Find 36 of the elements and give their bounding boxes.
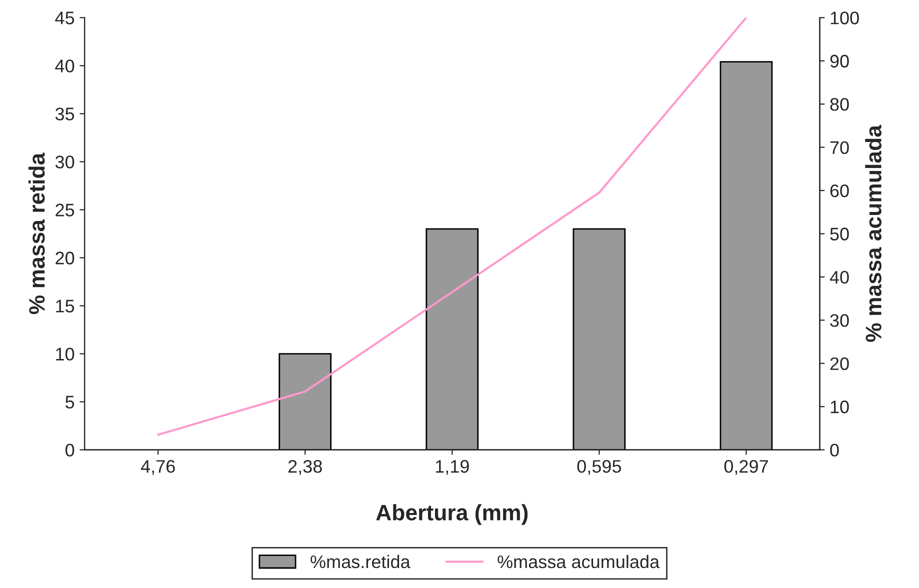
y2-tick-label: 100 (830, 12, 859, 24)
y2-tick-label: 40 (830, 270, 849, 284)
y-tick-label: 5 (66, 396, 74, 409)
x-tick-label: 1,19 (436, 460, 469, 475)
bar (572, 228, 626, 450)
y2-tick-label: 50 (830, 228, 849, 240)
x-tick-label: 0,297 (724, 460, 768, 475)
x-tick-label: 4,76 (140, 460, 175, 475)
y-axis-title: % massa retida (28, 152, 45, 314)
bar (426, 228, 479, 450)
y2-tick-label: 60 (830, 184, 849, 198)
y-tick-label: 20 (56, 252, 74, 264)
y2-tick-label: 10 (830, 400, 849, 414)
bar (720, 61, 773, 450)
x-tick-label: 2,38 (288, 460, 322, 475)
y2-tick-label: 0 (830, 444, 839, 457)
legend-label: %mas.retida (310, 554, 410, 568)
y-tick-label: 35 (55, 108, 74, 120)
y-tick-label: 40 (55, 60, 74, 72)
y-tick-label: 45 (55, 12, 74, 24)
y2-tick-label: 20 (830, 357, 849, 370)
x-tick-label: 0,595 (577, 460, 622, 475)
y2-tick-label: 80 (830, 98, 849, 111)
bar (278, 353, 332, 450)
line-series (157, 18, 748, 436)
y-tick-label: 15 (56, 300, 74, 312)
y-tick-label: 0 (65, 444, 74, 457)
y2-tick-label: 30 (830, 314, 849, 327)
y2-tick-label: 70 (830, 141, 849, 154)
y-tick-label: 10 (56, 348, 74, 360)
y2-axis-title: % massa acumulada (865, 124, 882, 342)
y-tick-label: 25 (56, 204, 74, 216)
legend-label: %massa acumulada (498, 554, 660, 568)
x-axis-title: Abertura (mm) (376, 504, 528, 525)
y2-tick-label: 90 (830, 54, 849, 68)
y-tick-label: 30 (55, 156, 74, 168)
